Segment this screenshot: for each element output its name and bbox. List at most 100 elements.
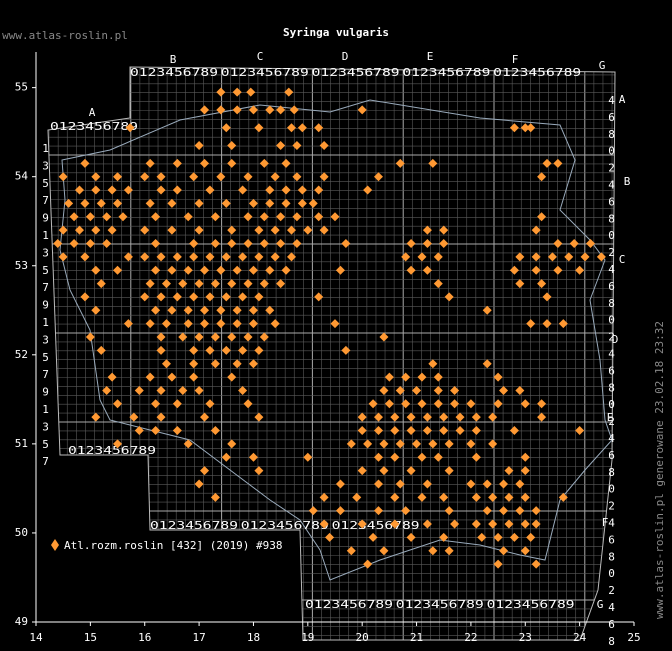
record-dot [151,265,161,275]
record-dot [531,265,541,275]
record-dot [189,359,199,369]
record-dot [417,399,427,409]
record-dot [281,265,291,275]
record-dot [520,466,530,476]
right-digit-strip: 468024680246802468024680246802468 [605,94,618,651]
record-dot [221,452,231,462]
digit-strip: 0123456789 [493,66,581,79]
record-dot [172,185,182,195]
record-dot [406,532,416,542]
record-dot [151,305,161,315]
record-dot [384,399,394,409]
record-dot [145,319,155,329]
record-dot [515,279,525,289]
record-dot [123,252,133,262]
left-digit-strip: 1357913579135791357 [39,142,52,473]
record-dot [596,252,606,262]
record-dot [319,519,329,529]
digit-strip: 0123456789 [487,598,575,611]
record-dot [422,238,432,248]
record-dot [504,519,514,529]
record-dot [444,546,454,556]
record-dot [205,185,215,195]
record-dot [471,412,481,422]
record-dot [287,225,297,235]
record-dot [284,87,294,97]
record-dot [553,265,563,275]
record-dot [482,506,492,516]
record-dot [433,279,443,289]
record-dot [270,225,280,235]
record-dot [439,412,449,422]
legend-text: Atl.rozm.roslin [432] (2019) #938 [64,539,283,552]
record-dot [194,141,204,151]
record-dot [259,332,269,342]
record-dot [205,252,215,262]
record-dot [575,265,585,275]
record-dot [515,479,525,489]
x-tick-label: 18 [247,631,260,644]
record-dot [151,426,161,436]
record-dot [102,385,112,395]
record-dot [183,305,193,315]
record-dot [85,238,95,248]
record-dot [537,212,547,222]
record-dot [91,185,101,195]
record-dot [227,279,237,289]
record-dot [216,172,226,182]
record-dot [64,198,74,208]
digit-strip: 0123456789 [50,120,138,133]
record-dot [346,439,356,449]
y-tick-label: 52 [15,348,28,361]
record-dot [151,399,161,409]
record-dot [281,185,291,195]
record-dot [243,279,253,289]
record-dot [156,185,166,195]
record-dot [200,305,210,315]
record-dot [140,252,150,262]
record-dot [167,225,177,235]
record-dot [227,158,237,168]
record-dot [537,412,547,422]
record-dot [183,319,193,329]
record-dot [509,426,519,436]
column-letter: C [257,50,264,63]
record-dot [542,158,552,168]
record-dot [373,452,383,462]
record-dot [319,141,329,151]
record-dot [248,198,258,208]
website: www.atlas-roslin.pl [2,29,128,42]
record-dot [210,492,220,502]
record-dot [390,412,400,422]
record-dot [379,439,389,449]
record-dot [401,252,411,262]
record-dot [140,172,150,182]
record-dot [314,185,324,195]
record-dot [80,158,90,168]
record-dot [466,399,476,409]
record-dot [183,265,193,275]
record-dot [243,238,253,248]
record-dot [520,123,530,133]
country-border [59,99,613,581]
record-dot [466,479,476,489]
record-dot [216,319,226,329]
x-tick-label: 16 [138,631,151,644]
record-dot [227,238,237,248]
record-dot [156,252,166,262]
record-dot [428,359,438,369]
record-dot [363,185,373,195]
record-dot [172,158,182,168]
record-dot [281,158,291,168]
row-letter: B [624,175,631,188]
record-dot [488,519,498,529]
record-dot [194,279,204,289]
record-dot [373,479,383,489]
record-dot [238,185,248,195]
record-dot [287,252,297,262]
record-dot [161,359,171,369]
record-dot [292,238,302,248]
record-dot [308,198,318,208]
record-dot [558,319,568,329]
record-dot [417,452,427,462]
